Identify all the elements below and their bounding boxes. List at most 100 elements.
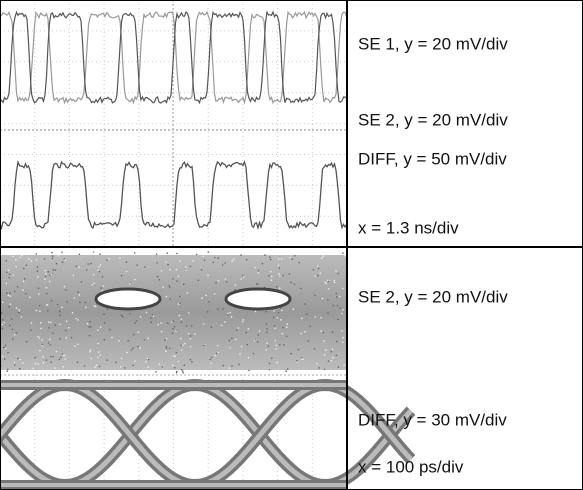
noise-dot bbox=[43, 362, 45, 364]
noise-dot bbox=[253, 353, 255, 355]
noise-dot bbox=[62, 366, 64, 368]
noise-dot bbox=[207, 311, 209, 313]
noise-dot bbox=[37, 363, 39, 365]
noise-dot bbox=[147, 337, 149, 339]
noise-dot bbox=[6, 292, 8, 294]
noise-dot bbox=[190, 266, 192, 268]
noise-dot bbox=[159, 364, 161, 366]
noise-dot bbox=[258, 272, 260, 274]
noise-dot bbox=[132, 347, 134, 349]
noise-dot bbox=[52, 255, 54, 257]
noise-dot bbox=[279, 287, 281, 289]
noise-dot bbox=[12, 338, 14, 340]
noise-dot bbox=[79, 302, 81, 304]
noise-dot bbox=[275, 340, 277, 342]
noise-dot bbox=[245, 332, 247, 334]
noise-dot bbox=[328, 281, 330, 283]
noise-dot bbox=[190, 346, 192, 348]
noise-dot bbox=[334, 280, 336, 282]
noise-dot bbox=[279, 344, 281, 346]
noise-dot bbox=[78, 266, 80, 268]
noise-dot bbox=[259, 330, 261, 332]
noise-dot bbox=[10, 303, 12, 305]
noise-dot bbox=[330, 351, 332, 353]
noise-dot bbox=[242, 321, 244, 323]
noise-dot bbox=[157, 324, 159, 326]
noise-dot bbox=[50, 361, 52, 363]
noise-dot bbox=[23, 268, 25, 270]
noise-dot bbox=[46, 359, 48, 361]
noise-dot bbox=[238, 327, 240, 329]
noise-dot bbox=[86, 269, 88, 271]
noise-dot bbox=[258, 334, 260, 336]
noise-dot bbox=[231, 316, 233, 318]
noise-dot bbox=[180, 338, 182, 340]
noise-dot bbox=[279, 267, 281, 269]
noise-dot bbox=[17, 286, 19, 288]
noise-dot bbox=[314, 316, 316, 318]
noise-dot bbox=[54, 367, 56, 369]
noise-dot bbox=[12, 255, 14, 257]
noise-dot bbox=[121, 275, 123, 277]
noise-dot bbox=[59, 338, 61, 340]
noise-dot bbox=[153, 315, 155, 317]
noise-dot bbox=[209, 359, 211, 361]
noise-dot bbox=[332, 357, 334, 359]
noise-dot bbox=[131, 349, 133, 351]
noise-dot bbox=[314, 275, 316, 277]
noise-dot bbox=[94, 305, 96, 307]
noise-dot bbox=[51, 273, 53, 275]
noise-dot bbox=[159, 279, 161, 281]
noise-dot bbox=[100, 326, 102, 328]
noise-dot bbox=[166, 296, 168, 298]
noise-dot bbox=[254, 267, 256, 269]
noise-dot bbox=[304, 303, 306, 305]
noise-dot bbox=[29, 296, 31, 298]
noise-dot bbox=[222, 308, 224, 310]
noise-dot bbox=[104, 322, 106, 324]
noise-dot bbox=[262, 263, 264, 265]
noise-dot bbox=[190, 335, 192, 337]
noise-dot bbox=[59, 324, 61, 326]
noise-dot bbox=[167, 322, 169, 324]
noise-dot bbox=[59, 359, 61, 361]
noise-dot bbox=[184, 343, 186, 345]
noise-dot bbox=[342, 342, 344, 344]
noise-dot bbox=[61, 252, 63, 254]
noise-dot bbox=[134, 322, 136, 324]
noise-dot bbox=[320, 273, 322, 275]
noise-dot bbox=[176, 372, 178, 374]
noise-dot bbox=[136, 264, 138, 266]
noise-dot bbox=[282, 327, 284, 329]
noise-dot bbox=[300, 288, 302, 290]
noise-dot bbox=[246, 259, 248, 261]
noise-dot bbox=[248, 328, 250, 330]
noise-dot bbox=[217, 345, 219, 347]
noise-dot bbox=[150, 321, 152, 323]
noise-dot bbox=[185, 266, 187, 268]
noise-dot bbox=[340, 307, 342, 309]
noise-dot bbox=[61, 307, 63, 309]
noise-dot bbox=[232, 260, 234, 262]
noise-dot bbox=[71, 337, 73, 339]
noise-dot bbox=[231, 365, 233, 367]
noise-dot bbox=[283, 344, 285, 346]
noise-dot bbox=[21, 255, 23, 257]
label: DIFF, y = 50 mV/div bbox=[358, 149, 507, 168]
noise-dot bbox=[3, 347, 5, 349]
eye-opening bbox=[226, 289, 290, 309]
noise-dot bbox=[119, 257, 121, 259]
noise-dot bbox=[328, 288, 330, 290]
noise-dot bbox=[302, 359, 304, 361]
noise-dot bbox=[314, 295, 316, 297]
noise-dot bbox=[278, 312, 280, 314]
noise-dot bbox=[93, 283, 95, 285]
noise-dot bbox=[285, 370, 287, 372]
noise-dot bbox=[20, 257, 22, 259]
noise-dot bbox=[9, 292, 11, 294]
noise-dot bbox=[47, 310, 49, 312]
noise-dot bbox=[323, 255, 325, 257]
noise-dot bbox=[89, 335, 91, 337]
noise-dot bbox=[84, 365, 86, 367]
noise-dot bbox=[90, 358, 92, 360]
